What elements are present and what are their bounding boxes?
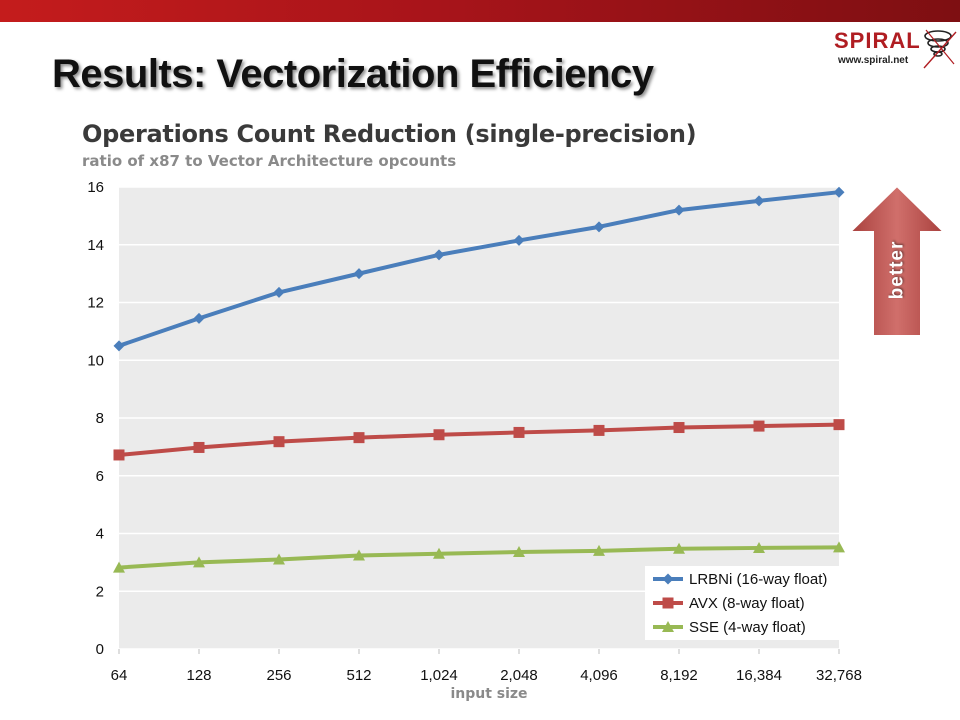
x-tick-label: 1,024 [420,667,458,684]
data-point [753,195,765,207]
legend-label: LRBNi (16-way float) [689,571,827,588]
y-tick-label: 10 [87,352,104,369]
legend-marker [662,621,674,632]
y-tick-label: 14 [87,237,104,254]
data-point [353,268,365,280]
data-point [113,449,125,461]
data-point [513,545,525,557]
x-tick-label: 2,048 [500,667,538,684]
data-point [353,549,365,561]
up-arrow-icon [848,184,946,337]
legend-label: SSE (4-way float) [689,619,806,636]
data-point [593,221,605,233]
x-tick-label: 4,096 [580,667,618,684]
data-point [673,204,685,216]
top-accent-band [0,0,960,22]
data-point [513,234,525,246]
y-tick-label: 16 [87,179,104,196]
spiral-swirl-icon [923,29,957,69]
data-point [273,286,285,298]
data-point [193,441,205,453]
data-point [433,547,445,559]
better-label: better [871,230,923,310]
data-point [273,436,285,448]
data-point [433,249,445,261]
logo-text: SPIRAL [834,28,921,53]
legend-marker [662,573,674,585]
data-point [193,312,205,324]
chart-title: Operations Count Reduction (single-preci… [82,120,697,148]
data-point [753,420,765,432]
data-point [113,561,125,573]
logo-url: www.spiral.net [838,55,909,66]
data-point [833,419,845,431]
x-tick-label: 512 [346,667,371,684]
data-point [433,429,445,441]
series-line [118,422,840,457]
x-tick-label: 128 [186,667,211,684]
data-point [193,556,205,568]
y-tick-label: 6 [96,468,104,485]
data-point [673,542,685,554]
data-point [353,432,365,444]
series-line [118,190,840,348]
data-point [833,541,845,553]
data-point [513,426,525,438]
y-tick-label: 0 [96,641,104,658]
data-point [753,541,765,553]
x-axis-title: input size [450,686,527,702]
legend-marker [662,597,674,609]
data-point [113,340,125,352]
y-tick-label: 8 [96,410,104,427]
x-tick-label: 8,192 [660,667,698,684]
data-point [273,553,285,565]
series-line [118,545,840,570]
legend-label: AVX (8-way float) [689,595,805,612]
y-tick-label: 4 [96,526,104,543]
x-tick-label: 64 [111,667,128,684]
slide-title: Results: Vectorization Efficiency [52,52,654,96]
y-tick-label: 12 [87,295,104,312]
data-point [833,186,845,198]
data-point [673,422,685,434]
y-tick-label: 2 [96,583,104,600]
better-text: better [886,240,908,300]
x-tick-label: 256 [266,667,291,684]
chart-subtitle: ratio of x87 to Vector Architecture opco… [82,152,457,170]
data-point [593,544,605,556]
data-point [593,424,605,436]
x-tick-label: 16,384 [736,667,782,684]
spiral-logo: SPIRAL www.spiral.net [830,24,960,74]
x-tick-label: 32,768 [816,667,862,684]
